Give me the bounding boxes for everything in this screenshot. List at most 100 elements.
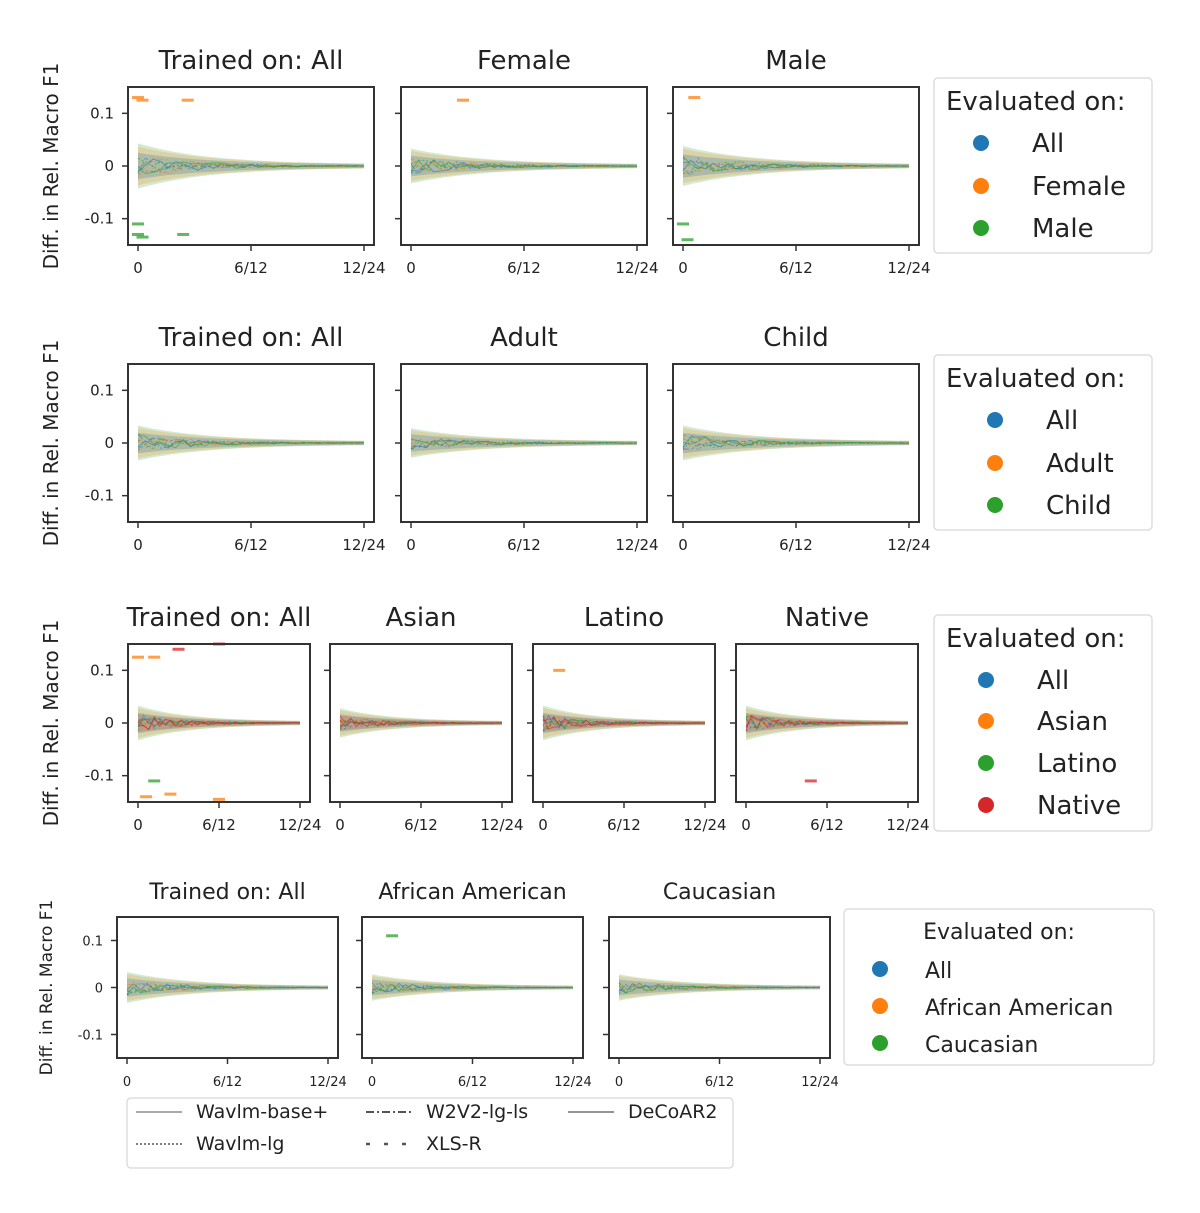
facet-row-4: Diff. in Rel. Macro F1 Trained on: All 0.1… (37, 880, 1155, 1090)
legend-marker (872, 998, 888, 1014)
y-axis-label: Diff. in Rel. Macro F1 (37, 900, 57, 1076)
x-tick-label: 12/24 (342, 536, 385, 554)
x-tick-label: 6/12 (705, 1075, 734, 1090)
model-line-female (682, 160, 910, 171)
legend-box (933, 354, 1153, 531)
band-female (138, 146, 364, 186)
x-tick-label: 12/24 (801, 1075, 838, 1090)
x-tick-label: 6/12 (607, 816, 641, 834)
outlier-marker (177, 232, 190, 236)
x-tick-label: 12/24 (342, 259, 385, 277)
outlier-marker (804, 779, 817, 783)
y-axis-label: Diff. in Rel. Macro F1 (39, 340, 63, 547)
x-tick-label: 6/12 (779, 259, 813, 277)
x-tick-label: 6/12 (404, 816, 438, 834)
panel: Trained on: All 0.1 0 -0.1 0 6/12 12/24 (85, 46, 386, 277)
legend-marker (973, 178, 989, 194)
x-tick-label: 12/24 (309, 1075, 346, 1090)
legend-marker (978, 672, 994, 688)
model-line-adult (410, 438, 638, 448)
outlier-marker (132, 655, 144, 659)
y-tick-label: 0 (104, 714, 114, 732)
model-line-native (137, 715, 301, 731)
outlier-marker (677, 222, 689, 226)
y-tick-label: 0.1 (82, 935, 103, 950)
panel: Native 0 6/12 12/24 (730, 603, 930, 834)
x-tick-label: 6/12 (202, 816, 236, 834)
outlier-marker (132, 232, 144, 236)
legend-marker (987, 455, 1003, 471)
facet-row-2: Diff. in Rel. Macro F1 Trained on: All 0.1… (39, 323, 1153, 554)
legend-label: Male (1032, 214, 1094, 244)
model-legend-label: XLS-R (426, 1133, 482, 1155)
model-legend-label: Wavlm-lg (196, 1133, 284, 1155)
outlier-marker (148, 779, 161, 783)
model-line-caucasian (618, 981, 821, 994)
outlier-marker (172, 647, 185, 651)
panel-title: Trained on: All (126, 603, 312, 633)
x-tick-label: 0 (123, 1075, 131, 1090)
model-line-all (126, 984, 328, 996)
outlier-marker (553, 668, 566, 672)
x-tick-label: 6/12 (779, 536, 813, 554)
x-tick-label: 6/12 (507, 536, 541, 554)
x-tick-label: 6/12 (458, 1075, 487, 1090)
model-legend-label: Wavlm-base+ (196, 1101, 328, 1123)
legend-title: Evaluated on: (923, 920, 1075, 945)
legend-label: African American (925, 996, 1113, 1021)
model-line-female (410, 158, 638, 174)
legend-label: Native (1037, 791, 1121, 821)
x-tick-label: 6/12 (810, 816, 844, 834)
legend-label: All (1046, 406, 1078, 436)
panel-title: Male (765, 46, 827, 76)
outlier-marker (136, 98, 149, 102)
model-line-child (137, 434, 365, 449)
legend-label: All (1037, 666, 1069, 696)
panel-title: Trained on: All (158, 323, 344, 353)
model-line-child (682, 437, 910, 451)
model-line-male (682, 155, 910, 172)
x-tick-label: 0 (615, 1075, 623, 1090)
x-tick-label: 12/24 (615, 536, 658, 554)
legend-marker (978, 713, 994, 729)
y-tick-label: 0 (104, 434, 114, 452)
x-tick-label: 0 (538, 816, 548, 834)
model-legend-label: W2V2-lg-ls (426, 1101, 528, 1123)
panel: Female 0 6/12 12/24 (395, 46, 659, 277)
y-tick-label: 0.1 (90, 661, 114, 679)
panel: Caucasian 0 6/12 12/24 (603, 880, 839, 1090)
y-tick-label: -0.1 (85, 767, 114, 785)
x-tick-label: 12/24 (683, 816, 726, 834)
panel: Adult 0 6/12 12/24 (395, 323, 659, 554)
model-line-native (542, 716, 706, 730)
y-axis-label: Diff. in Rel. Macro F1 (39, 63, 63, 270)
outlier-marker (140, 795, 153, 799)
panel-title: Latino (584, 603, 664, 633)
x-tick-label: 0 (741, 816, 751, 834)
legend-label: All (1032, 129, 1064, 159)
legend-label: Latino (1037, 749, 1117, 779)
legend-marker (987, 497, 1003, 513)
model-legend: Wavlm-base+ W2V2-lg-ls DeCoAR2 Wavlm-lg XLS-… (126, 1097, 734, 1169)
x-tick-label: 0 (406, 536, 416, 554)
model-line-african-american (618, 983, 821, 990)
legend-evaluated-on: Evaluated on: All Female Male (933, 77, 1153, 254)
legend-label: Adult (1046, 449, 1114, 479)
model-line-native (745, 714, 909, 731)
x-tick-label: 12/24 (887, 259, 930, 277)
legend-marker (987, 412, 1003, 428)
x-tick-label: 12/24 (554, 1075, 591, 1090)
outlier-marker (386, 934, 399, 938)
model-line-child (137, 437, 365, 450)
outlier-marker (213, 797, 225, 801)
band-male (138, 143, 364, 189)
legend-evaluated-on: Evaluated on: All Asian Latino Native (933, 614, 1153, 832)
x-tick-label: 0 (406, 259, 416, 277)
legend-box (843, 908, 1155, 1066)
legend-box (933, 614, 1153, 832)
x-tick-label: 0 (368, 1075, 376, 1090)
x-tick-label: 0 (133, 816, 143, 834)
model-line-caucasian (126, 984, 329, 995)
panel: Trained on: All 0.1 0 -0.1 0 6/12 12/24 (85, 323, 386, 554)
